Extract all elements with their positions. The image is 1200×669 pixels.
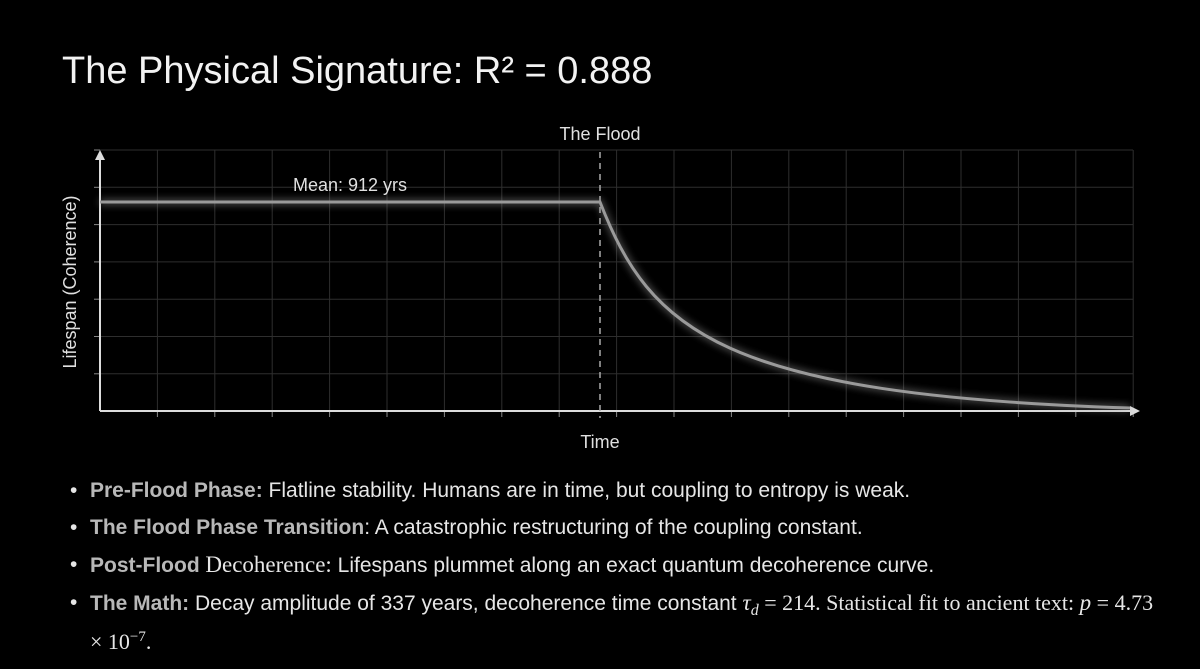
lifespan-curve xyxy=(100,200,1131,410)
grid xyxy=(94,149,1134,417)
y-axis-label: Lifespan (Coherence) xyxy=(60,195,80,368)
mean-label: Mean: 912 yrs xyxy=(293,175,407,195)
bullet: Pre-Flood Phase: Flatline stability. Hum… xyxy=(70,478,1170,504)
bullet-text: Flatline stability. Humans are in time, … xyxy=(262,479,911,502)
bullet: The Math: Decay amplitude of 337 years, … xyxy=(70,590,1170,656)
bullet-term: The Math: xyxy=(90,592,190,615)
marker-label: The Flood xyxy=(559,124,640,144)
math-text: = 214. Statistical fit to ancient text: xyxy=(758,590,1080,615)
bullet-term: Post-Flood xyxy=(90,554,200,577)
bullet: The Flood Phase Transition: A catastroph… xyxy=(70,515,1170,541)
x-axis-label: Time xyxy=(580,432,619,452)
y-arrow xyxy=(95,150,105,160)
bullet: Post-Flood Decoherence: Lifespans plumme… xyxy=(70,552,1170,579)
chart: The Flood Mean: 912 yrs Time Lifespan (C… xyxy=(60,124,1140,452)
bullet-term-serif: Decoherence: xyxy=(199,552,332,577)
math-text: . xyxy=(145,629,152,655)
math-subscript: d xyxy=(750,602,759,620)
bullet-text: Lifespans plummet along an exact quantum… xyxy=(331,554,935,577)
bullet-text: Decay amplitude of 337 years, decoherenc… xyxy=(189,592,743,615)
math-text: = 4.73 × 10 xyxy=(90,590,1154,655)
math-exponent: −7 xyxy=(129,629,146,646)
bullet-text: : A catastrophic restructuring of the co… xyxy=(364,516,863,539)
bullet-term: Pre-Flood Phase: xyxy=(90,479,263,502)
math-symbol: p xyxy=(1079,590,1092,615)
x-arrow xyxy=(1130,406,1140,416)
slide-title: The Physical Signature: R² = 0.888 xyxy=(62,50,653,92)
math-symbol: τ xyxy=(742,590,751,615)
bullet-term: The Flood Phase Transition xyxy=(90,516,365,539)
bullet-list: Pre-Flood Phase: Flatline stability. Hum… xyxy=(70,478,1170,667)
